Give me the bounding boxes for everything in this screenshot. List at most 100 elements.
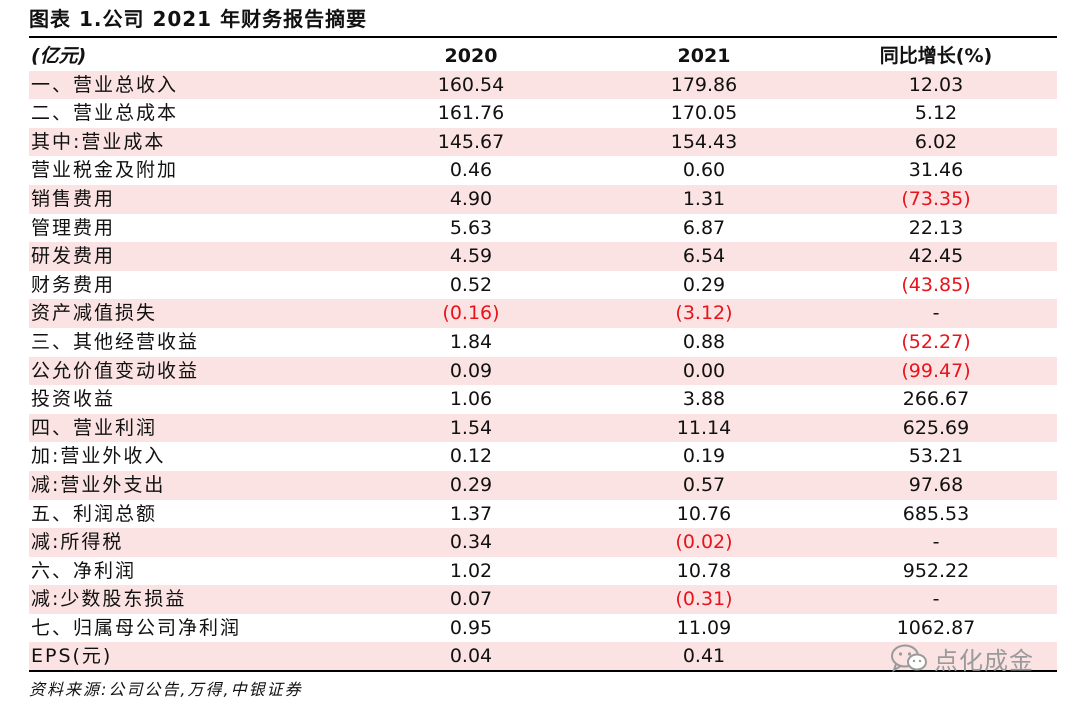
value-2020: 0.09	[449, 359, 493, 382]
row-label: 七、归属母公司净利润	[31, 616, 242, 639]
value-2021: 0.41	[682, 645, 726, 668]
table-row: 二、营业总成本 161.76 170.05 5.12	[29, 99, 1057, 128]
row-label: 投资收益	[31, 388, 116, 411]
value-2020: 1.54	[449, 416, 493, 439]
table-row: 减:所得税 0.34 (0.02) -	[29, 528, 1057, 557]
value-2020: 0.12	[449, 445, 493, 468]
value-2020: (0.16)	[442, 302, 500, 325]
value-2020: 4.59	[449, 245, 493, 268]
watermark: 点化成金	[890, 640, 1034, 676]
row-label: 管理费用	[31, 216, 116, 239]
row-label: 四、营业利润	[31, 416, 158, 439]
financial-summary-table: (亿元) 2020 2021 同比增长(%) 一、营业总收入 160.54 179.…	[29, 42, 1057, 672]
value-2021: 0.00	[682, 359, 726, 382]
figure-title: 图表 1.公司 2021 年财务报告摘要	[29, 7, 368, 31]
value-2021: 0.19	[682, 445, 726, 468]
table-row: 六、净利润 1.02 10.78 952.22	[29, 557, 1057, 586]
value-yoy: (43.85)	[901, 273, 971, 296]
value-2020: 0.07	[449, 588, 493, 611]
unit-header: (亿元)	[31, 45, 87, 67]
value-2020: 1.02	[449, 559, 493, 582]
row-label: 营业税金及附加	[31, 159, 179, 182]
row-label: 六、净利润	[31, 559, 137, 582]
top-rule	[29, 36, 1057, 38]
column-header-2021: 2021	[677, 45, 731, 67]
value-yoy: 266.67	[902, 388, 970, 411]
value-yoy: 5.12	[914, 102, 958, 125]
row-label: 其中:营业成本	[31, 130, 166, 153]
row-label: EPS(元)	[31, 645, 113, 668]
table-row: 销售费用 4.90 1.31 (73.35)	[29, 184, 1057, 214]
row-label: 减:营业外支出	[31, 473, 166, 496]
value-yoy: 22.13	[908, 216, 964, 239]
value-2021: 170.05	[670, 102, 738, 125]
row-label: 三、其他经营收益	[31, 330, 200, 353]
row-label: 财务费用	[31, 273, 116, 296]
value-2021: 10.76	[676, 502, 732, 525]
row-label: 加:营业外收入	[31, 445, 166, 468]
table-row: 减:营业外支出 0.29 0.57 97.68	[29, 470, 1057, 500]
value-2021: 10.78	[676, 559, 732, 582]
bottom-rule	[29, 670, 1057, 672]
value-2020: 145.67	[437, 130, 505, 153]
value-2021: 6.54	[682, 245, 726, 268]
table-row: 一、营业总收入 160.54 179.86 12.03	[29, 70, 1057, 100]
value-yoy: 97.68	[908, 473, 964, 496]
row-label: 减:少数股东损益	[31, 588, 187, 611]
table-row: 研发费用 4.59 6.54 42.45	[29, 242, 1057, 271]
value-2020: 0.29	[449, 473, 493, 496]
value-2020: 0.04	[449, 645, 493, 668]
table-row: 七、归属母公司净利润 0.95 11.09 1062.87	[29, 614, 1057, 643]
value-2021: 0.57	[682, 473, 726, 496]
value-2021: 3.88	[682, 388, 726, 411]
value-yoy: (52.27)	[901, 330, 971, 353]
value-2020: 0.52	[449, 273, 493, 296]
row-label: 销售费用	[31, 187, 116, 210]
table-row: 加:营业外收入 0.12 0.19 53.21	[29, 442, 1057, 471]
value-2021: (3.12)	[675, 302, 733, 325]
value-2021: (0.02)	[675, 531, 733, 554]
value-2021: 11.09	[676, 616, 732, 639]
value-yoy: 31.46	[908, 159, 964, 182]
source-note: 资料来源:公司公告,万得,中银证券	[29, 680, 303, 699]
table-row: 公允价值变动收益 0.09 0.00 (99.47)	[29, 356, 1057, 386]
value-yoy: 685.53	[902, 502, 970, 525]
value-2021: 11.14	[676, 416, 732, 439]
row-label: 研发费用	[31, 245, 116, 268]
watermark-text: 点化成金	[934, 646, 1034, 675]
table-row: 财务费用 0.52 0.29 (43.85)	[29, 271, 1057, 300]
table-row: EPS(元) 0.04 0.41	[29, 642, 1057, 672]
value-yoy: (99.47)	[901, 359, 971, 382]
table-row: 三、其他经营收益 1.84 0.88 (52.27)	[29, 328, 1057, 357]
row-label: 二、营业总成本	[31, 102, 179, 125]
table-row: 投资收益 1.06 3.88 266.67	[29, 385, 1057, 414]
value-2020: 0.34	[449, 531, 493, 554]
value-2020: 5.63	[449, 216, 493, 239]
table-row: 营业税金及附加 0.46 0.60 31.46	[29, 156, 1057, 185]
value-2021: 0.88	[682, 330, 726, 353]
value-2020: 0.46	[449, 159, 493, 182]
value-2021: 0.60	[682, 159, 726, 182]
value-yoy: 42.45	[908, 245, 964, 268]
value-yoy: (73.35)	[901, 187, 971, 210]
table-header-row: (亿元) 2020 2021 同比增长(%)	[29, 42, 1057, 71]
row-label: 资产减值损失	[31, 302, 158, 325]
value-2021: 179.86	[670, 73, 738, 96]
row-label: 五、利润总额	[31, 502, 158, 525]
value-yoy: 12.03	[908, 73, 964, 96]
value-yoy: 53.21	[908, 445, 964, 468]
table-row: 四、营业利润 1.54 11.14 625.69	[29, 413, 1057, 443]
value-2020: 1.06	[449, 388, 493, 411]
table-row: 管理费用 5.63 6.87 22.13	[29, 214, 1057, 243]
row-label: 一、营业总收入	[31, 73, 179, 96]
value-2021: 154.43	[670, 130, 738, 153]
value-2021: (0.31)	[675, 588, 733, 611]
table-row: 减:少数股东损益 0.07 (0.31) -	[29, 585, 1057, 614]
value-2020: 1.37	[449, 502, 493, 525]
value-yoy: 625.69	[902, 416, 970, 439]
row-label: 公允价值变动收益	[31, 359, 200, 382]
wechat-icon	[891, 644, 927, 673]
table-row: 五、利润总额 1.37 10.76 685.53	[29, 500, 1057, 529]
value-yoy: -	[932, 531, 940, 554]
column-header-2020: 2020	[444, 45, 498, 67]
